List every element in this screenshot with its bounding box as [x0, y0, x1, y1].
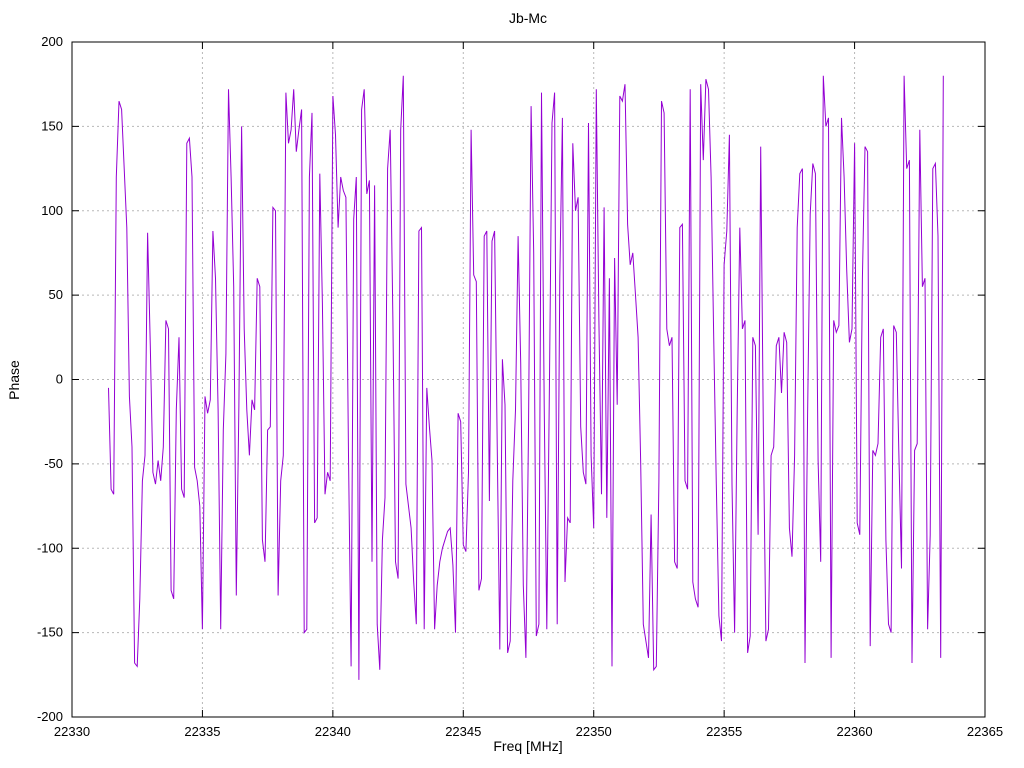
chart-title: Jb-Mc: [508, 10, 548, 26]
x-tick-label: 22330: [54, 724, 90, 739]
x-tick-label: 22335: [184, 724, 220, 739]
x-tick-label: 22345: [445, 724, 481, 739]
y-axis-label: Phase: [6, 360, 22, 400]
y-tick-label: -150: [37, 625, 63, 640]
plot-border: [71, 41, 986, 718]
y-tick-label: 200: [41, 34, 63, 49]
y-tick-label: -100: [37, 540, 63, 555]
x-tick-label: 22365: [967, 724, 1003, 739]
y-tick-label: 150: [41, 118, 63, 133]
y-tick-label: 50: [49, 287, 63, 302]
x-tick-label: 22360: [836, 724, 872, 739]
x-tick-label: 22340: [315, 724, 351, 739]
phase-line: [108, 75, 944, 680]
x-axis-label: Freq [MHz]: [493, 738, 563, 754]
x-tick-label: 22350: [576, 724, 612, 739]
y-tick-label: -50: [44, 456, 63, 471]
x-tick-label: 22355: [706, 724, 742, 739]
y-tick-label: 100: [41, 203, 63, 218]
y-tick-label: -200: [37, 709, 63, 724]
y-tick-label: 0: [56, 372, 63, 387]
